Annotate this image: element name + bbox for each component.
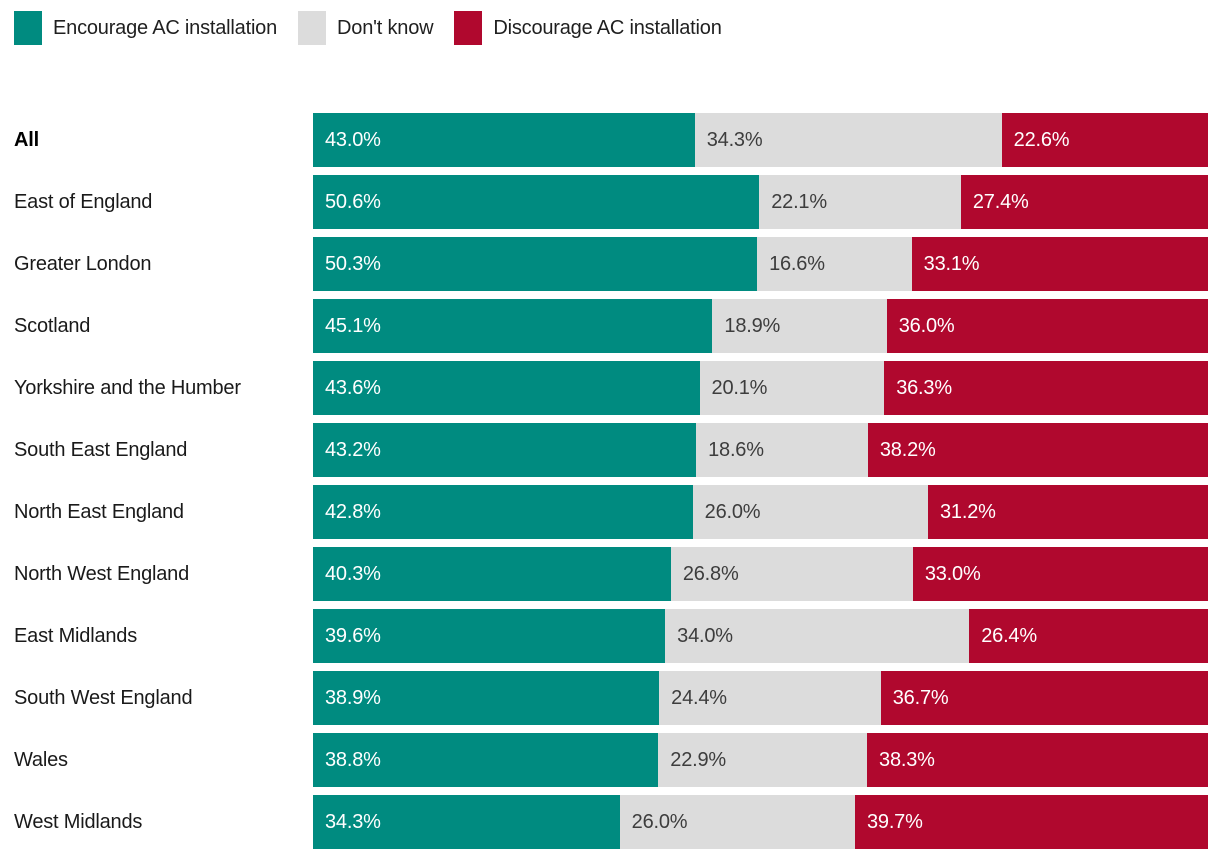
chart-row: All 43.0% 34.3% 22.6% (0, 113, 1208, 167)
bar-segment-discourage: 33.1% (911, 237, 1208, 291)
bar-group: 43.6% 20.1% 36.3% (313, 361, 1208, 415)
bar-segment-dont-know: 24.4% (659, 671, 881, 725)
bar-segment-dont-know: 26.0% (692, 485, 928, 539)
category-label: All (14, 128, 39, 151)
chart-row: Greater London 50.3% 16.6% 33.1% (0, 237, 1208, 291)
bar-segment-dont-know: 18.6% (696, 423, 868, 477)
legend-label-encourage: Encourage AC installation (53, 16, 278, 39)
bar-segment-dont-know: 22.1% (759, 175, 961, 229)
bar-segment-discourage: 38.3% (867, 733, 1209, 787)
bar-group: 42.8% 26.0% 31.2% (313, 485, 1209, 539)
category-label: Wales (14, 748, 68, 771)
category-label: East of England (14, 190, 153, 213)
bar-segment-discourage: 39.7% (854, 795, 1208, 849)
stacked-bar-chart: All 43.0% 34.3% 22.6% East of England 50.6% 22… (0, 113, 1209, 857)
bar-segment-dont-know: 34.0% (665, 609, 970, 663)
bar-segment-discourage: 36.0% (886, 299, 1208, 353)
bar-segment-discourage: 38.2% (867, 423, 1209, 477)
bar-segment-encourage: 43.0% (313, 113, 695, 167)
category-label: East Midlands (14, 624, 138, 647)
bar-segment-discourage: 36.7% (880, 671, 1208, 725)
chart-row: North West England 40.3% 26.8% 33.0% (0, 547, 1208, 601)
chart-row: South East England 43.2% 18.6% 38.2% (0, 423, 1209, 477)
discourage-swatch-icon (454, 11, 483, 45)
chart-row: East of England 50.6% 22.1% 27.4% (0, 175, 1208, 229)
bar-segment-discourage: 31.2% (928, 485, 1209, 539)
bar-segment-encourage: 39.6% (313, 609, 666, 663)
category-label: Greater London (14, 252, 152, 275)
bar-segment-dont-know: 26.0% (619, 795, 855, 849)
chart-row: East Midlands 39.6% 34.0% 26.4% (0, 609, 1208, 663)
bar-group: 34.3% 26.0% 39.7% (313, 795, 1208, 849)
category-label: West Midlands (14, 810, 143, 833)
bar-segment-dont-know: 34.3% (694, 113, 1002, 167)
bar-segment-encourage: 42.8% (313, 485, 693, 539)
bar-segment-dont-know: 16.6% (757, 237, 912, 291)
category-label: Scotland (14, 314, 91, 337)
bar-segment-encourage: 45.1% (313, 299, 713, 353)
legend-label-dont-know: Don't know (337, 16, 434, 39)
bar-segment-encourage: 50.6% (313, 175, 760, 229)
encourage-swatch-icon (14, 11, 42, 45)
legend-label-discourage: Discourage AC installation (493, 16, 722, 39)
chart-row: South West England 38.9% 24.4% 36.7% (0, 671, 1208, 725)
chart-row: Yorkshire and the Humber 43.6% 20.1% 36.3% (0, 361, 1208, 415)
bar-segment-discourage: 26.4% (969, 609, 1208, 663)
bar-group: 40.3% 26.8% 33.0% (313, 547, 1208, 601)
bar-segment-discourage: 22.6% (1001, 113, 1208, 167)
bar-segment-encourage: 40.3% (313, 547, 671, 601)
bar-segment-encourage: 50.3% (313, 237, 758, 291)
bar-segment-encourage: 38.8% (313, 733, 659, 787)
bar-segment-discourage: 33.0% (912, 547, 1208, 601)
chart-row: North East England 42.8% 26.0% 31.2% (0, 485, 1209, 539)
bar-segment-encourage: 43.6% (313, 361, 700, 415)
bar-group: 45.1% 18.9% 36.0% (313, 299, 1208, 353)
category-label: South West England (14, 686, 193, 709)
bar-segment-encourage: 43.2% (313, 423, 697, 477)
legend: Encourage AC installation Don't know Dis… (14, 11, 722, 45)
dont-know-swatch-icon (298, 11, 327, 45)
category-label: North East England (14, 500, 184, 523)
bar-segment-encourage: 34.3% (313, 795, 620, 849)
bar-segment-dont-know: 26.8% (670, 547, 913, 601)
bar-segment-dont-know: 18.9% (712, 299, 887, 353)
bar-group: 38.8% 22.9% 38.3% (313, 733, 1209, 787)
bar-group: 43.0% 34.3% 22.6% (313, 113, 1208, 167)
bar-segment-discourage: 36.3% (884, 361, 1208, 415)
bar-segment-discourage: 27.4% (960, 175, 1208, 229)
bar-group: 43.2% 18.6% 38.2% (313, 423, 1209, 477)
category-label: Yorkshire and the Humber (14, 376, 241, 399)
bar-segment-dont-know: 22.9% (658, 733, 868, 787)
chart-row: West Midlands 34.3% 26.0% 39.7% (0, 795, 1208, 849)
legend-item-encourage: Encourage AC installation (14, 11, 277, 45)
bar-segment-encourage: 38.9% (313, 671, 660, 725)
legend-item-dont-know: Don't know (298, 11, 434, 45)
chart-row: Scotland 45.1% 18.9% 36.0% (0, 299, 1208, 353)
bar-group: 50.3% 16.6% 33.1% (313, 237, 1208, 291)
category-label: North West England (14, 562, 190, 585)
bar-group: 39.6% 34.0% 26.4% (313, 609, 1208, 663)
bar-group: 50.6% 22.1% 27.4% (313, 175, 1208, 229)
bar-group: 38.9% 24.4% 36.7% (313, 671, 1208, 725)
category-label: South East England (14, 438, 188, 461)
chart-row: Wales 38.8% 22.9% 38.3% (0, 733, 1209, 787)
bar-segment-dont-know: 20.1% (699, 361, 885, 415)
legend-item-discourage: Discourage AC installation (454, 11, 722, 45)
